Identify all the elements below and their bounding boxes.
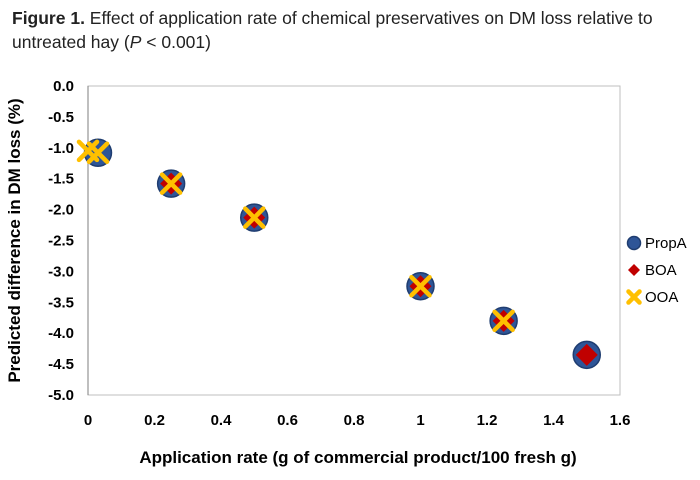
OOA-point (86, 141, 110, 164)
x-tick-label: 1.4 (543, 412, 565, 429)
y-axis-title: Predicted difference in DM loss (%) (5, 98, 24, 382)
x-tick-label: 0 (84, 412, 92, 429)
y-tick-label: -1.5 (48, 171, 74, 188)
x-tick-label: 1.6 (610, 412, 631, 429)
x-tick-label: 1.2 (477, 412, 498, 429)
caption-text-2: < 0.001) (141, 32, 211, 52)
ooa-stroke (159, 172, 183, 195)
y-tick-label: -5.0 (48, 387, 74, 404)
ooa-stroke (492, 309, 515, 333)
data-markers (76, 138, 601, 370)
caption-label: Figure 1. (12, 8, 85, 28)
y-tick-label: -1.0 (48, 140, 74, 157)
ooa-stroke (76, 139, 100, 163)
OOA-point (243, 206, 266, 229)
OOA-point (409, 274, 432, 298)
x-tick-label: 0.2 (144, 412, 165, 429)
y-tick-labels: 0.0 -0.5 -1.0 -1.5 -2.0 -2.5 -3.0 -3.5 -4.0 -4.5 -… (48, 78, 74, 404)
legend-label-OOA: OOA (645, 289, 678, 306)
y-tick-label: -2.5 (48, 233, 74, 250)
legend-label-BOA: BOA (645, 262, 677, 279)
caption-p-symbol: P (129, 32, 142, 52)
ooa-stroke (86, 141, 110, 164)
y-tick-label: -0.5 (48, 109, 74, 126)
plot-area (87, 85, 621, 396)
x-tick-label: 0.6 (277, 412, 298, 429)
x-tick-labels: 0 0.2 0.4 0.6 0.8 1 1.2 1.4 1.6 (84, 412, 631, 429)
x-axis-title: Application rate (g of commercial produc… (139, 448, 576, 467)
y-tick-label: -3.5 (48, 294, 74, 311)
y-tick-label: -4.5 (48, 356, 74, 373)
legend-item-OOA: OOA (626, 289, 678, 306)
ooa-stroke (243, 206, 266, 229)
figure-caption: Figure 1. Effect of application rate of … (12, 6, 692, 54)
x-tick-label: 0.8 (344, 412, 365, 429)
OOA-point (159, 172, 183, 195)
y-tick-label: -2.0 (48, 202, 74, 219)
series-OOA (76, 139, 515, 333)
caption-text-1: Effect of application rate of chemical p… (12, 8, 653, 52)
y-tick-label: 0.0 (53, 78, 74, 95)
legend-marker-BOA (628, 264, 640, 276)
legend-item-BOA: BOA (628, 262, 677, 279)
legend-label-PropA: PropA (645, 235, 687, 252)
x-tick-label: 0.4 (211, 412, 233, 429)
ooa-stroke (409, 274, 432, 298)
legend-marker-PropA (626, 235, 642, 251)
y-tick-label: -4.0 (48, 325, 74, 342)
x-tick-label: 1 (416, 412, 424, 429)
y-tick-label: -3.0 (48, 263, 74, 280)
ooa-stroke (626, 289, 642, 305)
legend-marker-OOA (626, 289, 642, 305)
legend-item-PropA: PropA (626, 235, 687, 252)
legend: PropA BOA OOA (626, 235, 687, 306)
BOA-point (575, 343, 598, 366)
OOA-point (492, 309, 515, 333)
